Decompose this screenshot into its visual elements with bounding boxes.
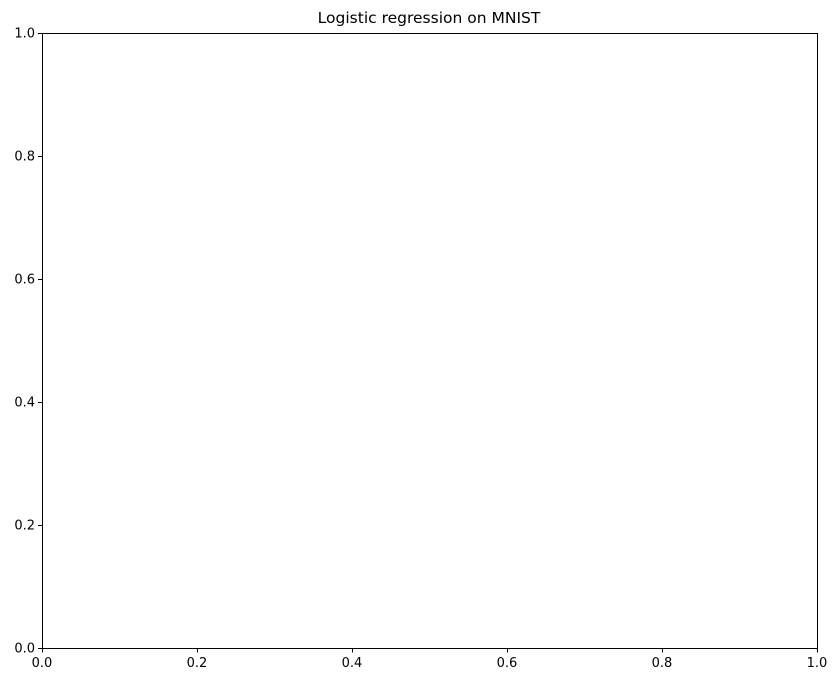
x-axis: 0.0 0.2 0.4 0.6 0.8 1.0 — [32, 648, 828, 671]
y-tick-label: 0.4 — [14, 396, 35, 411]
chart-title: Logistic regression on MNIST — [318, 9, 541, 27]
x-tick-label: 0.4 — [342, 656, 363, 671]
x-tick-label: 1.0 — [807, 656, 828, 671]
x-tick-label: 0.8 — [652, 656, 673, 671]
y-tick-label: 0.0 — [14, 642, 35, 657]
y-tick-label: 1.0 — [14, 27, 35, 42]
y-tick-label: 0.6 — [14, 273, 35, 288]
x-tick-label: 0.0 — [32, 656, 53, 671]
y-tick-label: 0.2 — [14, 519, 35, 534]
plot-area — [42, 33, 818, 649]
y-axis: 0.0 0.2 0.4 0.6 0.8 1.0 — [14, 27, 43, 657]
x-tick-label: 0.6 — [497, 656, 518, 671]
y-tick-label: 0.8 — [14, 150, 35, 165]
x-tick-label: 0.2 — [187, 656, 208, 671]
